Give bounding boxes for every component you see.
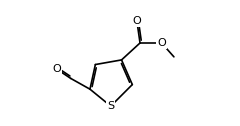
Text: S: S [107,101,114,111]
Text: O: O [53,64,61,74]
Text: O: O [132,16,141,26]
Text: O: O [157,38,166,48]
